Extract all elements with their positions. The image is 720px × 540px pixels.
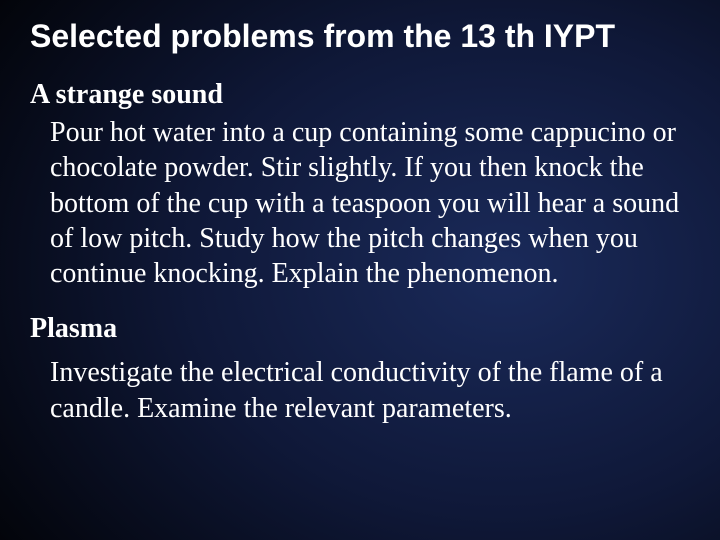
section-heading-strange-sound: A strange sound	[30, 79, 690, 111]
section-body-strange-sound: Pour hot water into a cup containing som…	[30, 115, 690, 291]
slide-title: Selected problems from the 13 th IYPT	[30, 18, 690, 55]
section-body-plasma: Investigate the electrical conductivity …	[30, 355, 690, 426]
section-heading-plasma: Plasma	[30, 313, 690, 345]
